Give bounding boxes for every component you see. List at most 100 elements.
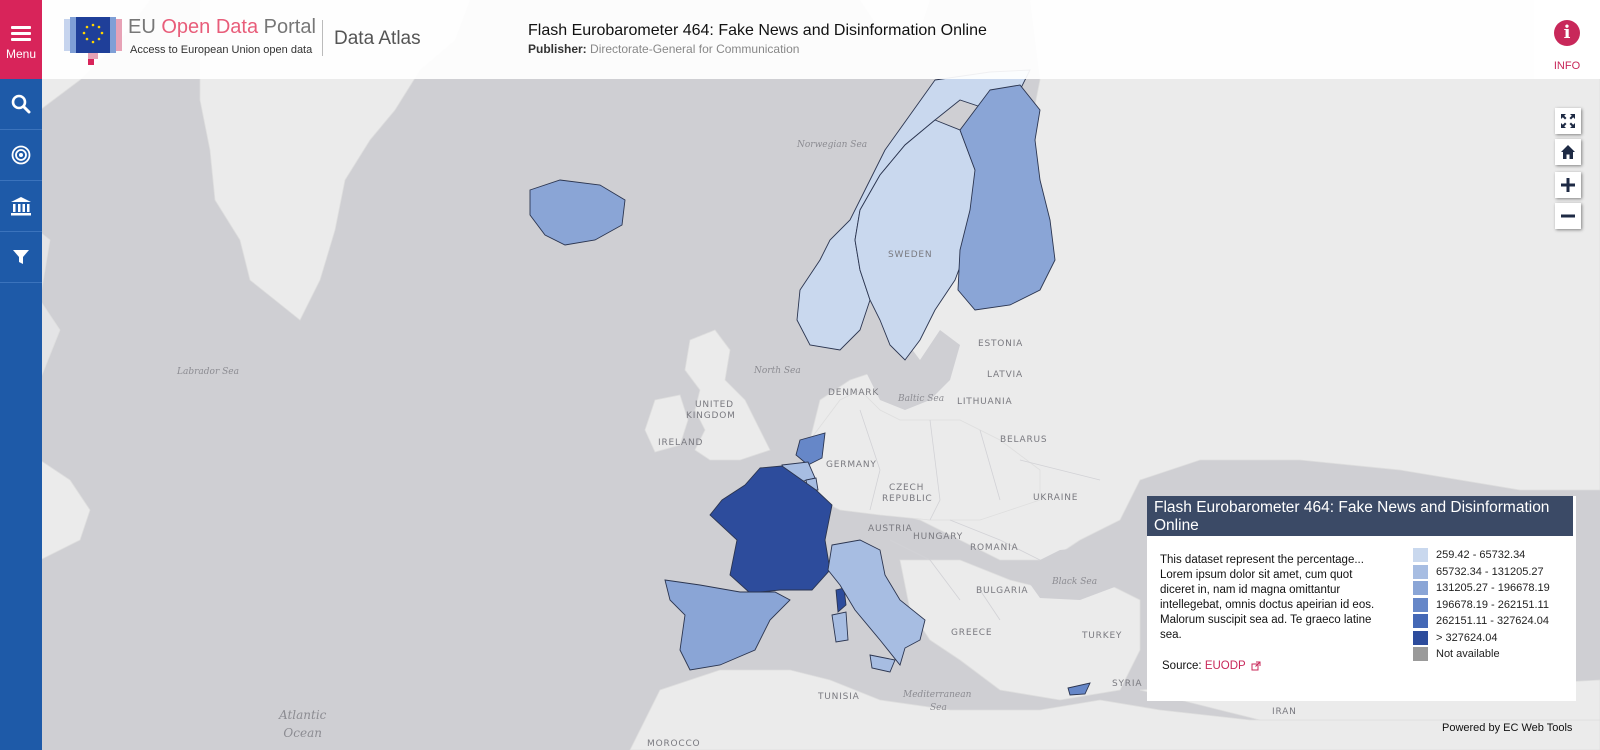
target-icon — [11, 145, 31, 165]
publisher-value: Directorate-General for Communication — [586, 42, 800, 56]
menu-button[interactable]: Menu — [0, 0, 42, 79]
label-greece: GREECE — [951, 628, 993, 638]
label-mediterranean: Mediterranean — [903, 690, 972, 700]
label-romania: ROMANIA — [970, 543, 1019, 553]
country-corsica — [835, 587, 847, 613]
legend-swatch — [1413, 581, 1428, 596]
legend-item: 131205.27 - 196678.19 — [1413, 580, 1550, 597]
label-czech: CZECH — [889, 483, 925, 493]
publisher: Publisher: Directorate-General for Commu… — [528, 42, 799, 56]
legend-panel: Flash Eurobarometer 464: Fake News and D… — [1147, 496, 1576, 701]
legend-swatch — [1413, 614, 1428, 629]
zoom-in-button[interactable] — [1555, 172, 1581, 198]
country-netherlands — [795, 432, 826, 466]
fullscreen-button[interactable] — [1555, 108, 1581, 134]
external-link-icon[interactable] — [1251, 661, 1261, 671]
label-baltic-sea: Baltic Sea — [898, 394, 945, 404]
label-republic: REPUBLIC — [882, 494, 933, 504]
info-label: INFO — [1553, 60, 1581, 72]
label-hungary: HUNGARY — [913, 532, 963, 542]
institution-icon — [11, 197, 31, 216]
label-ukraine: UKRAINE — [1033, 493, 1079, 503]
zoom-in-icon — [1561, 178, 1575, 192]
legend-item: 196678.19 - 262151.11 — [1413, 597, 1550, 614]
label-denmark: DENMARK — [828, 388, 880, 398]
label-syria: SYRIA — [1112, 679, 1143, 689]
portal-title: EU Open Data Portal — [128, 16, 316, 39]
left-sidebar: Menu — [0, 0, 42, 750]
label-bulgaria: BULGARIA — [976, 586, 1029, 596]
legend-swatch — [1413, 647, 1428, 662]
dataset-description: This dataset represent the percentage...… — [1160, 554, 1375, 641]
legend-swatch — [1413, 597, 1428, 612]
info-icon: i — [1554, 20, 1580, 46]
portal-title-highlight: Open Data — [161, 16, 259, 38]
label-sweden: SWEDEN — [888, 250, 933, 260]
legend-item: Not available — [1413, 646, 1550, 663]
hamburger-icon — [11, 26, 31, 44]
zoom-out-icon — [1561, 214, 1575, 218]
sidebar-item-target[interactable] — [0, 130, 42, 181]
menu-label: Menu — [5, 47, 37, 61]
filter-icon — [13, 250, 29, 264]
country-spain — [664, 579, 791, 671]
legend-label: 196678.19 - 262151.11 — [1436, 598, 1549, 611]
search-icon — [11, 94, 31, 114]
legend-label: > 327624.04 — [1436, 631, 1498, 644]
label-ocean: Ocean — [283, 726, 322, 740]
label-turkey: TURKEY — [1082, 631, 1123, 641]
source-label: Source: — [1162, 660, 1205, 672]
legend-swatch — [1413, 548, 1428, 563]
label-norwegian-sea: Norwegian Sea — [797, 140, 868, 150]
label-estonia: ESTONIA — [978, 339, 1024, 349]
home-button[interactable] — [1555, 139, 1581, 165]
label-mediterranean-sea: Sea — [930, 703, 947, 713]
legend-swatch — [1413, 630, 1428, 645]
legend-panel-title: Flash Eurobarometer 464: Fake News and D… — [1147, 496, 1573, 536]
sidebar-item-filter[interactable] — [0, 232, 42, 283]
label-ireland: IRELAND — [658, 438, 704, 448]
dataset-title: Flash Eurobarometer 464: Fake News and D… — [528, 22, 987, 39]
header-divider — [322, 20, 323, 56]
legend-label: 262151.11 - 327624.04 — [1436, 615, 1549, 628]
home-icon — [1561, 145, 1575, 159]
source-line: Source: EUODP — [1162, 660, 1261, 672]
country-finland — [957, 84, 1056, 311]
legend-label: 131205.27 - 196678.19 — [1436, 582, 1550, 595]
legend-swatch — [1413, 564, 1428, 579]
label-austria: AUSTRIA — [868, 524, 913, 534]
header-bar: EU Open Data Portal Access to European U… — [42, 0, 1534, 79]
label-iran: IRAN — [1272, 707, 1297, 717]
portal-title-suffix: Portal — [258, 16, 316, 38]
country-sardinia — [831, 611, 849, 643]
legend-item: > 327624.04 — [1413, 630, 1550, 647]
label-kingdom: KINGDOM — [686, 411, 736, 421]
source-link[interactable]: EUODP — [1204, 660, 1246, 672]
legend-item: 259.42 - 65732.34 — [1413, 547, 1550, 564]
country-france — [709, 465, 833, 594]
powered-by[interactable]: Powered by EC Web Tools — [1442, 722, 1573, 734]
label-belarus: BELARUS — [1000, 435, 1048, 445]
legend-label: 259.42 - 65732.34 — [1436, 549, 1526, 562]
label-latvia: LATVIA — [987, 370, 1023, 380]
legend-label: 65732.34 - 131205.27 — [1436, 565, 1544, 578]
zoom-out-button[interactable] — [1555, 203, 1581, 229]
fullscreen-icon — [1561, 114, 1575, 128]
sidebar-item-institution[interactable] — [0, 181, 42, 232]
label-united: UNITED — [695, 400, 734, 410]
country-cyprus — [1067, 682, 1091, 696]
label-lithuania: LITHUANIA — [957, 397, 1013, 407]
label-atlantic: Atlantic — [279, 708, 327, 722]
info-button[interactable]: i INFO — [1534, 0, 1600, 79]
sidebar-item-search[interactable] — [0, 79, 42, 130]
label-atlantic-ocean: Atlantic Ocean — [279, 706, 326, 742]
label-labrador-sea: Labrador Sea — [177, 367, 239, 377]
label-tunisia: TUNISIA — [818, 692, 860, 702]
legend-item: 262151.11 - 327624.04 — [1413, 613, 1550, 630]
label-morocco: MOROCCO — [647, 739, 701, 749]
eu-flag-logo[interactable] — [64, 17, 122, 65]
label-black-sea: Black Sea — [1052, 577, 1098, 587]
legend-item: 65732.34 - 131205.27 — [1413, 564, 1550, 581]
